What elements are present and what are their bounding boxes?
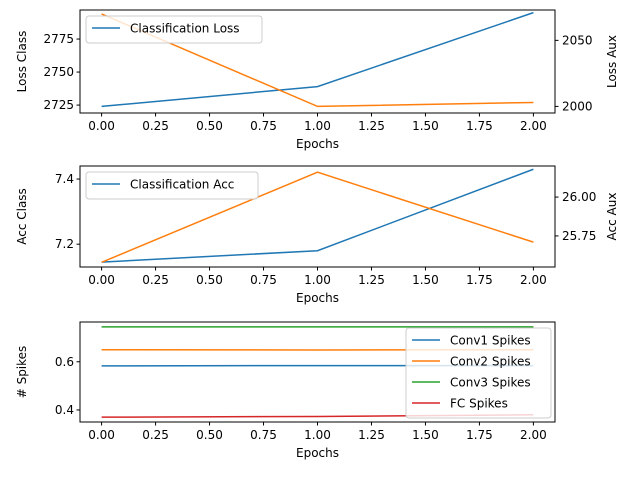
- x-tick-label: 0.75: [250, 273, 277, 287]
- x-tick-label: 1.75: [466, 273, 493, 287]
- x-tick-label: 0.50: [196, 119, 223, 133]
- y-tick-label: 2775: [43, 32, 74, 46]
- x-tick-label: 1.00: [304, 273, 331, 287]
- x-tick-label: 1.75: [466, 119, 493, 133]
- y-right-axis-label: Acc Aux: [605, 193, 619, 241]
- x-axis-label: Epochs: [296, 446, 339, 460]
- x-tick-label: 2.00: [520, 428, 547, 442]
- y-axis-label: Loss Class: [15, 31, 29, 93]
- series-line-1-2: [101, 13, 534, 108]
- series-line-2-2: [101, 171, 534, 264]
- legend-label: FC Spikes: [450, 397, 508, 411]
- y-right-tick-label: 2000: [562, 99, 593, 113]
- x-tick-label: 1.25: [358, 428, 385, 442]
- x-tick-label: 1.50: [412, 428, 439, 442]
- y-tick-label: 7.2: [55, 237, 74, 251]
- legend-label: Conv3 Spikes: [450, 376, 531, 390]
- y-tick-label: 0.4: [55, 403, 74, 417]
- x-tick-label: 1.75: [466, 428, 493, 442]
- x-tick-label: 2.00: [520, 119, 547, 133]
- x-tick-label: 0.75: [250, 119, 277, 133]
- x-tick-label: 0.00: [88, 428, 115, 442]
- legend-label: Conv2 Spikes: [450, 355, 531, 369]
- x-tick-label: 1.00: [304, 119, 331, 133]
- x-tick-label: 0.50: [196, 428, 223, 442]
- x-tick-label: 1.50: [412, 273, 439, 287]
- legend-label: Classification Loss: [130, 22, 240, 36]
- x-tick-label: 0.25: [142, 273, 169, 287]
- y-axis-label: # Spikes: [15, 346, 29, 399]
- legend-label: Classification Acc: [130, 178, 234, 192]
- legend: Classification Acc: [85, 171, 259, 200]
- y-tick-label: 7.4: [55, 172, 74, 186]
- legend: Classification Loss: [85, 15, 263, 44]
- x-tick-label: 2.00: [520, 273, 547, 287]
- x-axis-label: Epochs: [296, 291, 339, 305]
- legend: Conv1 Spikes Conv2 Spikes Conv3 Spikes FC S…: [405, 327, 552, 419]
- series-line-2-1: [101, 168, 534, 263]
- y-tick-label: 0.6: [55, 355, 74, 369]
- y-right-tick-label: 25.75: [562, 229, 596, 243]
- chart-panel-2: 0.00 0.25 0.50 0.75 1.00 1.25 1.50 1.75 2.00 7.2 7…: [15, 165, 619, 305]
- x-tick-label: 1.25: [358, 119, 385, 133]
- legend-box: [85, 15, 263, 44]
- x-tick-label: 1.50: [412, 119, 439, 133]
- chart-panel-3: 0.00 0.25 0.50 0.75 1.00 1.25 1.50 1.75 2.00 0.4 0…: [15, 321, 556, 460]
- y-right-tick-label: 26.00: [562, 190, 596, 204]
- x-axis-label: Epochs: [296, 137, 339, 151]
- x-tick-label: 0.00: [88, 273, 115, 287]
- legend-box: [405, 327, 552, 419]
- chart-panel-1: 0.00 0.25 0.50 0.75 1.00 1.25 1.50 1.75 2.00 2725…: [15, 9, 619, 151]
- y-tick-label: 2725: [43, 98, 74, 112]
- legend-box: [85, 171, 259, 200]
- x-tick-label: 0.50: [196, 273, 223, 287]
- y-tick-label: 2750: [43, 65, 74, 79]
- legend-label: Conv1 Spikes: [450, 334, 531, 348]
- y-axis-label: Acc Class: [15, 188, 29, 245]
- x-tick-label: 0.75: [250, 428, 277, 442]
- y-right-tick-label: 2050: [562, 33, 593, 47]
- x-tick-label: 0.25: [142, 428, 169, 442]
- series-line-1-1: [101, 11, 534, 108]
- x-tick-label: 1.25: [358, 273, 385, 287]
- x-tick-label: 0.00: [88, 119, 115, 133]
- x-tick-label: 0.25: [142, 119, 169, 133]
- y-right-axis-label: Loss Aux: [605, 35, 619, 88]
- x-tick-label: 1.00: [304, 428, 331, 442]
